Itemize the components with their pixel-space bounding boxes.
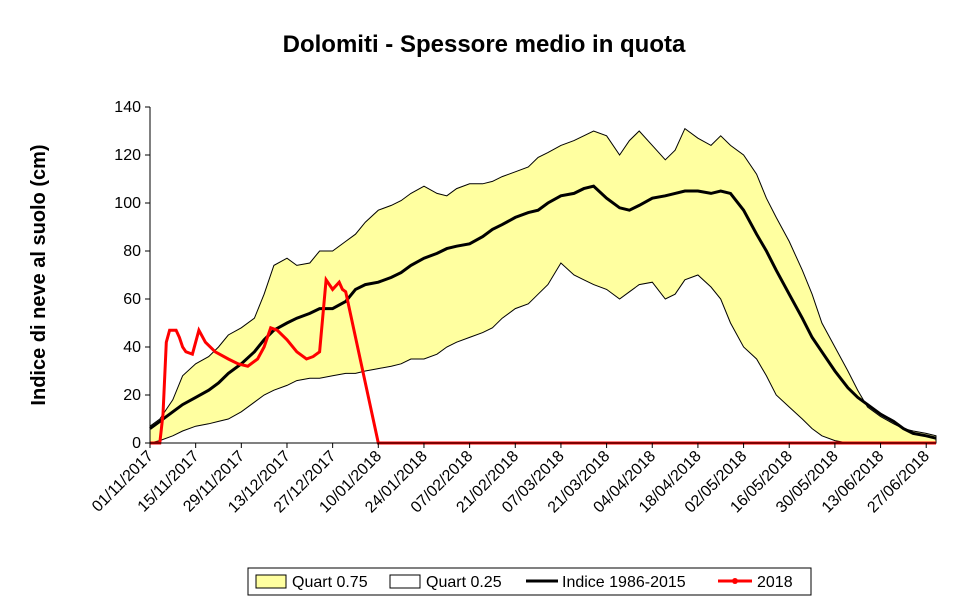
legend-label-quart-025: Quart 0.25: [426, 574, 502, 591]
y-tick-label: 120: [114, 147, 141, 164]
legend-swatch-quart-025: [389, 574, 421, 589]
legend-label-indice: Indice 1986-2015: [562, 574, 686, 591]
legend-label-quart-075: Quart 0.75: [292, 574, 368, 591]
y-tick-label: 0: [132, 435, 141, 452]
y-tick-label: 40: [123, 339, 141, 356]
y-tick-label: 80: [123, 243, 141, 260]
legend-marker-2018: [732, 578, 738, 584]
quart-025-area: [149, 262, 936, 444]
legend-swatch-quart-075: [255, 574, 287, 589]
y-tick-label: 140: [114, 99, 141, 116]
chart-title: Dolomiti - Spessore medio in quota: [283, 31, 686, 58]
y-axis-label: Indice di neve al suolo (cm): [28, 144, 50, 405]
y-tick-label: 100: [114, 195, 141, 212]
legend: Quart 0.75 Quart 0.25 Indice 1986-2015 2…: [247, 567, 812, 596]
y-tick-label: 20: [123, 387, 141, 404]
indice-1986-2015-line: [149, 184, 937, 440]
x-axis-ticks: 01/11/201715/11/201729/11/201713/12/2017…: [89, 443, 933, 516]
plot-area: 0 20 40 60 80 100 120 140 01/11/201715/11/20172…: [89, 99, 937, 516]
series-2018-line: [150, 275, 936, 445]
legend-label-2018: 2018: [757, 574, 793, 591]
y-axis-ticks: 0 20 40 60 80 100 120 140: [114, 99, 150, 452]
y-tick-label: 60: [123, 291, 141, 308]
